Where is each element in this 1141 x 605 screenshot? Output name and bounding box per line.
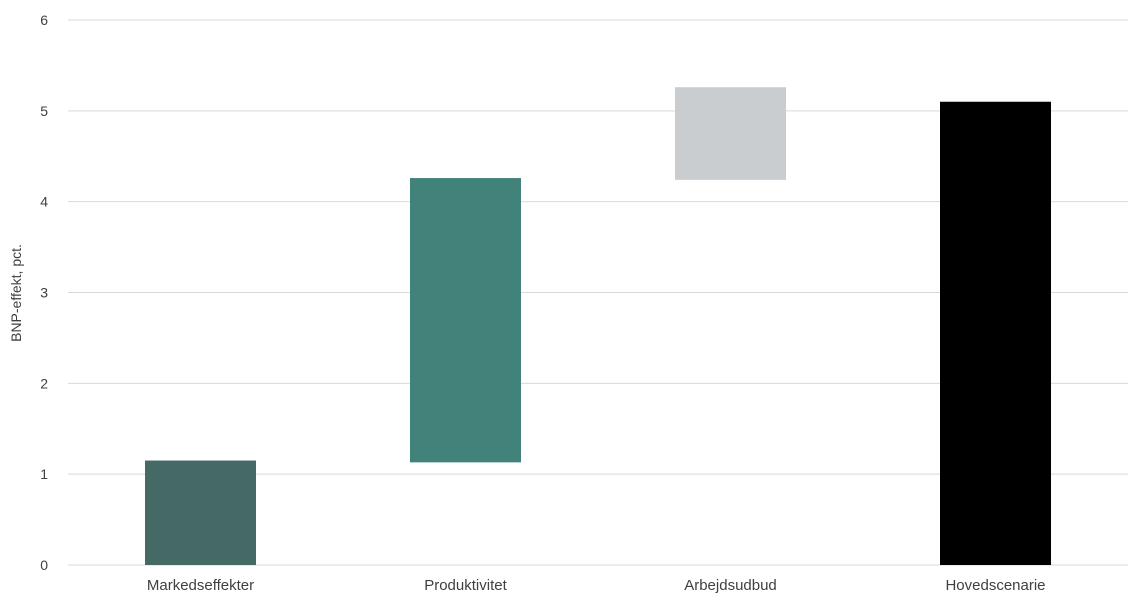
bar-produktivitet xyxy=(410,178,521,463)
bar-arbejdsudbud xyxy=(675,87,786,180)
bar-hovedscenarie xyxy=(940,101,1051,565)
bars xyxy=(145,87,1051,565)
y-tick-label: 3 xyxy=(40,285,48,301)
x-tick-label: Produktivitet xyxy=(424,577,507,594)
y-tick-label: 0 xyxy=(40,557,48,573)
y-tick-label: 6 xyxy=(40,12,48,28)
x-tick-label: Hovedscenarie xyxy=(945,577,1045,594)
y-axis-label: BNP-effekt, pct. xyxy=(8,244,24,342)
y-tick-label: 1 xyxy=(40,466,48,482)
x-tick-label: Arbejdsudbud xyxy=(684,577,777,594)
bar-markedseffekter xyxy=(145,460,256,565)
x-tick-label: Markedseffekter xyxy=(147,577,254,594)
y-tick-label: 2 xyxy=(40,375,48,391)
y-tick-label: 4 xyxy=(40,194,48,210)
y-tick-label: 5 xyxy=(40,103,48,119)
y-tick-labels: 0 1 2 3 4 5 6 xyxy=(40,12,48,573)
x-tick-labels: Markedseffekter Produktivitet Arbejdsudbud… xyxy=(147,577,1046,594)
